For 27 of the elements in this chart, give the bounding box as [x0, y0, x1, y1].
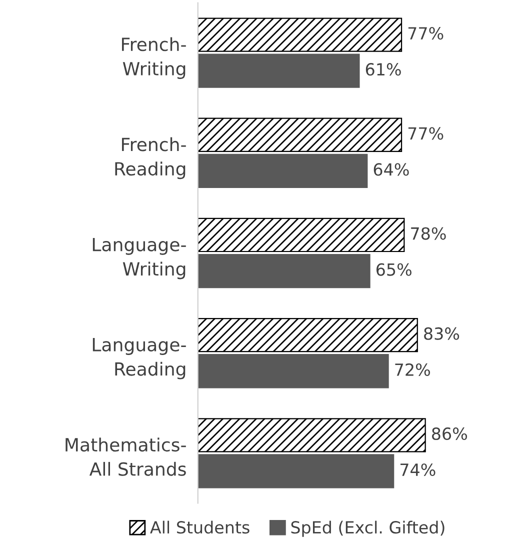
data-label: 86%: [432, 427, 468, 440]
bar: [198, 254, 370, 288]
y-tick-label: French- Reading: [115, 137, 186, 180]
data-label: 64%: [374, 163, 409, 176]
bar: [198, 418, 426, 452]
data-label: 72%: [395, 363, 430, 376]
legend-label: SpEd (Excl. Gifted): [291, 520, 444, 537]
data-label: 77%: [408, 127, 444, 140]
data-label: 65%: [376, 263, 412, 276]
y-tick-label: French- Writing: [122, 37, 186, 80]
y-tick-label: Language- Reading: [92, 338, 186, 380]
y-tick-label: Language- Writing: [92, 238, 186, 280]
bar: [198, 354, 389, 388]
bar: [198, 54, 360, 88]
bar: [198, 454, 394, 488]
bar: [198, 318, 418, 352]
data-label: 77%: [408, 27, 444, 40]
bar: [198, 118, 402, 152]
bar: [198, 154, 368, 188]
bar: [198, 218, 405, 252]
data-label: 78%: [411, 227, 446, 240]
y-tick-label: Mathematics- All Strands: [66, 438, 186, 476]
data-label: 61%: [366, 63, 401, 76]
legend-label: All Students: [150, 520, 250, 534]
bar: [198, 18, 402, 52]
data-label: 74%: [400, 463, 436, 476]
data-label: 83%: [424, 327, 460, 340]
